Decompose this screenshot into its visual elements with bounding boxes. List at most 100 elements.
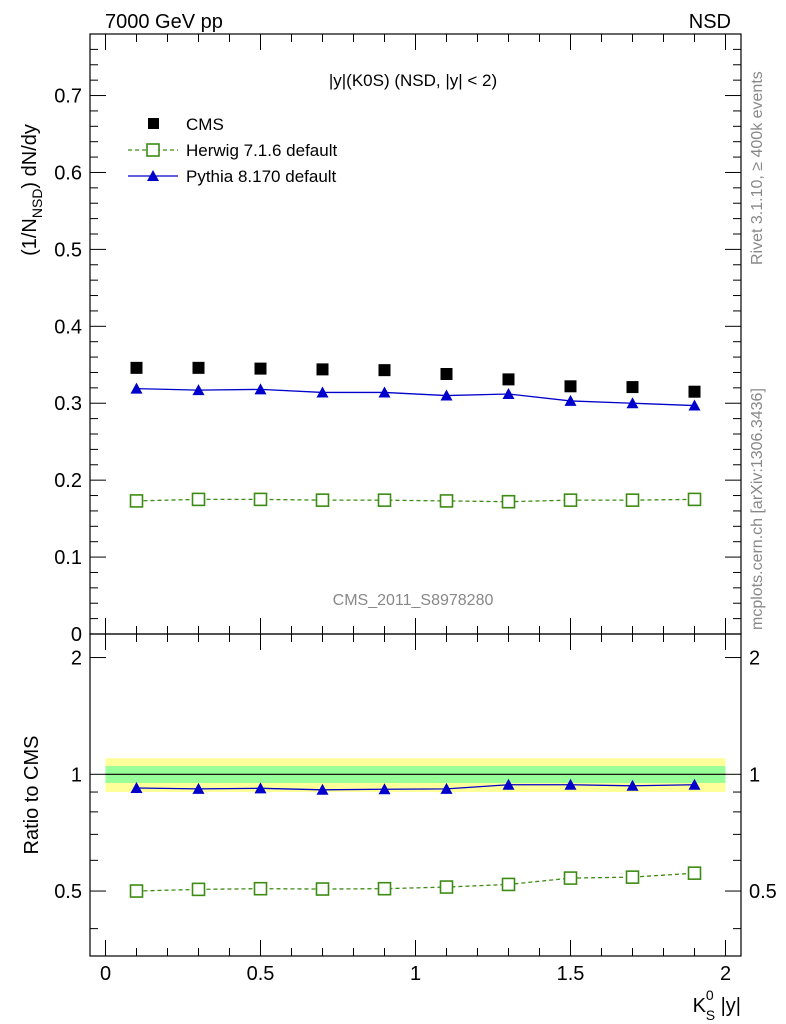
ratio-pythia-point [192,782,205,794]
cms-point [378,364,391,377]
cms-point [254,362,267,375]
ratio-xtick-label: 2 [720,963,731,985]
legend-pythia-label: Pythia 8.170 default [186,167,337,186]
pythia-point [378,386,391,398]
main-ylabel: (1/NNSD) dN/dy [19,124,45,256]
xlabel-main: K [693,995,707,1017]
pythia-point [626,397,639,409]
cms-point [316,363,329,376]
watermark: CMS_2011_S8978280 [333,592,494,609]
xlabel-sup: 0 [706,987,714,1003]
main-ylabel-sub: NSD [29,189,45,219]
pythia-point [502,388,515,399]
ratio-herwig-point [315,882,330,896]
ratio-pythia-line [136,784,695,791]
herwig-point [625,493,640,507]
herwig-point [315,493,330,507]
ratio-pythia-point [130,781,143,793]
main-ytick-label: 0.1 [54,547,82,569]
cms-point [626,381,639,394]
pythia-point [316,386,329,398]
header-left: 7000 GeV pp [105,11,223,33]
pythia-point [254,383,267,395]
legend-cms-marker [148,118,159,129]
main-ytick-label: 0 [71,624,82,646]
ratio-pythia-point [254,782,267,794]
ratio-frame [89,633,742,957]
pythia-point [564,394,577,406]
ratio-herwig-point [253,881,268,896]
ratio-xtick-label: 0 [100,963,111,985]
ratio-herwig-point [377,881,392,896]
xlabel-post: |y| [715,995,741,1017]
ratio-ytick-label: 2 [71,648,82,670]
pythia-point [192,384,205,396]
legend: CMS Herwig 7.1.6 default Pythia 8.170 de… [128,115,337,186]
legend-herwig-label: Herwig 7.1.6 default [186,141,337,160]
ratio-herwig-point [625,870,640,884]
ratio-marks [105,758,726,898]
main-ytick-label: 0.7 [54,86,82,108]
herwig-line [136,498,695,503]
main-ytick-label: 0.5 [54,239,82,261]
ratio-herwig-line [136,872,695,892]
ratio-pythia-point [688,778,701,790]
main-marks [129,361,702,509]
ratio-ytick-label-right: 2 [749,648,760,670]
pythia-point [688,399,701,411]
herwig-point [377,493,392,507]
main-ylabel-post: ) dN/dy [19,124,41,188]
herwig-point [253,492,268,507]
ratio-panel: 0.5 0.51 12 20 0.5 1 1.5 2 Ratio to CMS K0 S |y| [21,633,777,1023]
ratio-xlabel: K0 S |y| [693,987,741,1023]
cms-point [564,380,577,393]
ratio-pythia-point [378,783,391,795]
ratio-ylabel: Ratio to CMS [21,736,43,855]
herwig-point [501,494,516,509]
ratio-ytick-label-right: 0.5 [749,881,777,903]
herwig-point [191,492,206,507]
legend-cms-label: CMS [186,115,224,134]
main-ytick-label: 0.4 [54,316,82,338]
ratio-ytick-label-right: 1 [749,764,760,786]
ratio-pythia-point [316,783,329,795]
main-ytick-label: 0.6 [54,162,82,184]
xlabel-sub: S [706,1007,715,1023]
ratio-ticks: 0.5 0.5 1 1 2 2 0 0.5 1 1.5 2 [54,634,777,985]
ratio-ytick-label: 1 [71,764,82,786]
legend-herwig-marker [146,143,160,157]
herwig-point [129,494,144,508]
ratio-herwig-point [129,884,144,898]
ratio-xtick-label: 1 [410,963,421,985]
main-ytick-label: 0.3 [54,393,82,415]
ratio-herwig-point [439,880,454,894]
main-ylabel-pre: (1/N [19,218,41,256]
ratio-pythia-point [502,778,515,790]
main-ytick-label: 0.2 [54,470,82,492]
ratio-ytick-label: 0.5 [54,881,82,903]
cms-point [440,368,453,380]
pythia-line [136,387,695,407]
herwig-point [439,494,454,508]
cms-point [502,373,515,386]
header-right: NSD [689,11,731,33]
legend-pythia-marker [147,170,159,181]
herwig-point [687,492,702,507]
pythia-point [130,382,143,394]
rivet-label: Rivet 3.1.10, ≥ 400k events [749,71,766,265]
ratio-xtick-label: 1.5 [557,963,585,985]
pythia-point [440,389,453,401]
ratio-pythia-point [626,779,639,791]
herwig-point [563,493,578,507]
ratio-herwig-point [687,866,702,880]
main-title: |y|(K0S) (NSD, |y| < 2) [329,71,497,90]
main-panel: 0 0.1 0.2 0.3 0.4 0.5 0.6 0.7 |y|(K0S) (NSD, |y… [19,33,742,646]
ratio-herwig-point [501,877,516,892]
cms-point [688,385,701,398]
ratio-pythia-point [440,782,453,794]
ratio-pythia-point [564,778,577,790]
ratio-herwig-point [191,882,206,897]
ratio-herwig-point [563,871,578,885]
ratio-xtick-label: 0.5 [247,963,275,985]
